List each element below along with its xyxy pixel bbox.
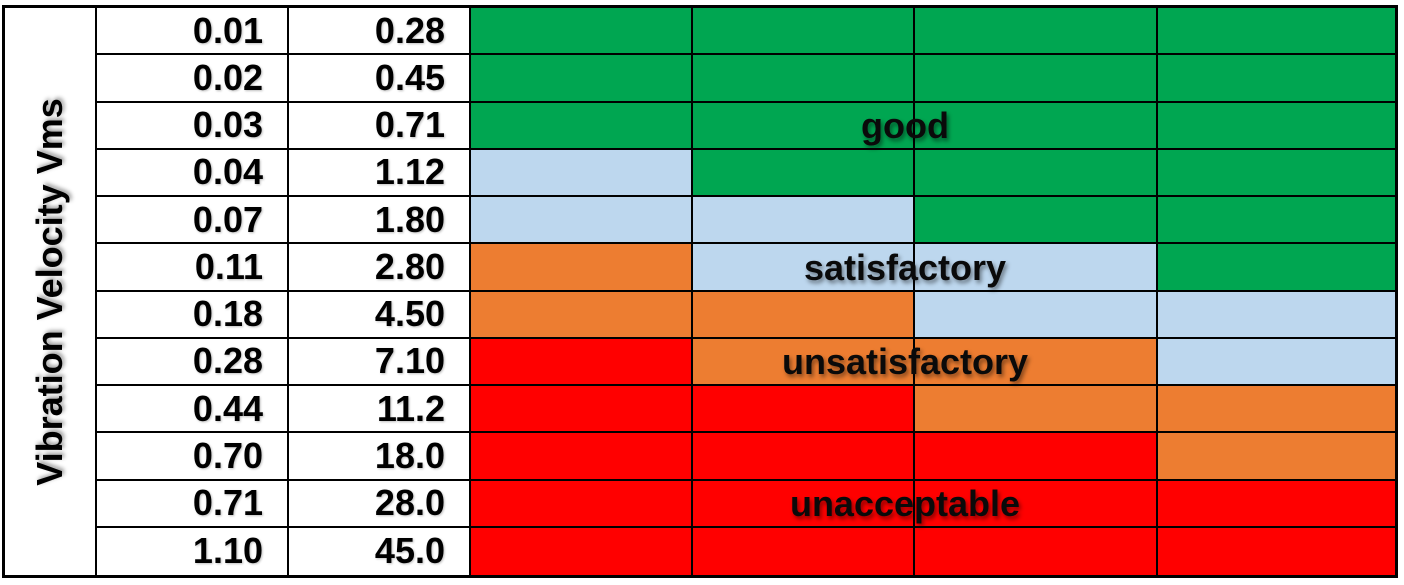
value-cell: 4.50 (289, 291, 471, 339)
zone-cell-unsatisfactory (915, 338, 1158, 386)
value-cell: 0.71 (289, 102, 471, 150)
zone-cell-unacceptable (915, 527, 1158, 575)
zone-cell-unacceptable (693, 527, 915, 575)
value-cell: 0.28 (289, 8, 471, 56)
zone-cell-good (915, 102, 1158, 150)
zone-cell-satisfactory (693, 244, 915, 292)
zone-cell-good (471, 55, 693, 103)
y-axis-label-cell: Vibration Velocity Vms (5, 8, 97, 575)
value-cell: 7.10 (289, 338, 471, 386)
zone-cell-good (471, 8, 693, 56)
zone-cell-unacceptable (1158, 480, 1395, 528)
zone-cell-satisfactory (471, 149, 693, 197)
zone-cell-good (915, 55, 1158, 103)
zone-cell-satisfactory (693, 197, 915, 245)
zone-cell-good (1158, 102, 1395, 150)
value-cell: 28.0 (289, 480, 471, 528)
zone-cell-unacceptable (915, 433, 1158, 481)
value-cell: 0.01 (97, 8, 289, 56)
zone-cell-unacceptable (471, 386, 693, 434)
zone-cell-satisfactory (1158, 338, 1395, 386)
value-cell: 11.2 (289, 386, 471, 434)
zone-cell-unacceptable (471, 480, 693, 528)
value-cell: 0.70 (97, 433, 289, 481)
zone-cell-unacceptable (915, 480, 1158, 528)
zone-cell-good (693, 8, 915, 56)
zone-cell-good (915, 8, 1158, 56)
zone-cell-unacceptable (471, 527, 693, 575)
zone-cell-good (471, 102, 693, 150)
value-cell: 0.04 (97, 149, 289, 197)
zone-cell-unacceptable (693, 480, 915, 528)
zone-cell-good (693, 149, 915, 197)
y-axis-label: Vibration Velocity Vms (29, 97, 70, 486)
value-cell: 18.0 (289, 433, 471, 481)
zone-cell-good (1158, 55, 1395, 103)
value-cell: 0.45 (289, 55, 471, 103)
zone-cell-unacceptable (693, 433, 915, 481)
value-cell: 1.10 (97, 527, 289, 575)
value-cell: 0.03 (97, 102, 289, 150)
zone-cell-good (693, 102, 915, 150)
value-cell: 0.02 (97, 55, 289, 103)
value-cell: 45.0 (289, 527, 471, 575)
zone-cell-unsatisfactory (471, 244, 693, 292)
zone-cell-good (915, 197, 1158, 245)
zone-cell-satisfactory (471, 197, 693, 245)
zone-cell-unsatisfactory (1158, 433, 1395, 481)
value-cell: 0.18 (97, 291, 289, 339)
zone-cell-unsatisfactory (693, 338, 915, 386)
zone-cell-good (1158, 149, 1395, 197)
zone-cell-unacceptable (1158, 527, 1395, 575)
severity-table: Vibration Velocity Vms 0.01 0.28 0.02 0.45 0… (2, 5, 1398, 578)
value-cell: 0.11 (97, 244, 289, 292)
value-cell: 1.80 (289, 197, 471, 245)
value-cell: 0.07 (97, 197, 289, 245)
zone-cell-unacceptable (693, 386, 915, 434)
zone-cell-unacceptable (471, 338, 693, 386)
zone-cell-good (693, 55, 915, 103)
zone-cell-good (915, 149, 1158, 197)
zone-cell-satisfactory (1158, 291, 1395, 339)
zone-cell-good (1158, 8, 1395, 56)
value-cell: 1.12 (289, 149, 471, 197)
value-cell: 0.28 (97, 338, 289, 386)
zone-cell-unsatisfactory (471, 291, 693, 339)
value-cell: 0.44 (97, 386, 289, 434)
value-cell: 0.71 (97, 480, 289, 528)
zone-cell-unacceptable (471, 433, 693, 481)
zone-cell-satisfactory (915, 291, 1158, 339)
zone-cell-unsatisfactory (1158, 386, 1395, 434)
value-cell: 2.80 (289, 244, 471, 292)
zone-cell-unsatisfactory (915, 386, 1158, 434)
zone-cell-good (1158, 197, 1395, 245)
zone-cell-unsatisfactory (693, 291, 915, 339)
zone-cell-satisfactory (915, 244, 1158, 292)
zone-cell-good (1158, 244, 1395, 292)
